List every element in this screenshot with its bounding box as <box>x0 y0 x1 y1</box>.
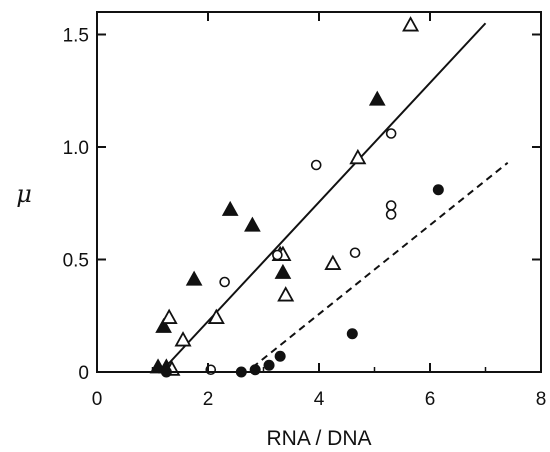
filled-triangle-point <box>221 200 239 216</box>
open-circle-point <box>219 276 230 288</box>
tick-labels: 0 2 4 6 8 0 0.5 1.0 1.5 <box>63 26 547 411</box>
open-circle-point <box>272 249 283 261</box>
filled-triangle-point <box>368 90 386 106</box>
filled-circle-point <box>274 350 286 362</box>
filled-triangle-point <box>244 216 261 232</box>
open-triangle-point <box>349 148 367 165</box>
x-tick-label: 2 <box>203 389 214 410</box>
filled-circle-point <box>346 328 358 340</box>
filled-circle-point <box>432 184 444 196</box>
open-triangle-point <box>277 286 295 302</box>
open-circle-point <box>349 247 361 259</box>
open-circle-point <box>310 159 322 171</box>
open-triangle-point <box>160 308 178 324</box>
y-tick-label: 0 <box>78 363 89 384</box>
filled-triangle-point <box>155 317 172 333</box>
x-tick-label: 6 <box>425 389 436 410</box>
open-triangle-point <box>174 331 192 347</box>
filled-triangle-point <box>185 270 203 286</box>
x-tick-label: 4 <box>314 389 325 410</box>
fit-line-solid <box>160 22 487 373</box>
open-triangle-point <box>402 16 420 32</box>
data-markers <box>149 16 444 378</box>
open-triangle-point <box>207 308 225 324</box>
y-tick-label: 1.0 <box>63 138 89 159</box>
x-tick-label: 0 <box>92 389 103 410</box>
fit-line-dashed <box>251 161 509 369</box>
axis-ticks <box>96 12 542 373</box>
filled-circle-point <box>249 364 261 376</box>
x-axis-title: RNA / DNA <box>266 427 371 450</box>
y-tick-label: 0.5 <box>63 251 89 272</box>
open-circle-point <box>385 200 397 211</box>
x-tick-label: 8 <box>536 389 547 410</box>
open-circle-point <box>385 209 397 220</box>
filled-circle-point <box>263 359 275 371</box>
open-triangle-point <box>324 254 342 270</box>
y-tick-label: 1.5 <box>63 26 89 47</box>
y-axis-title: μ <box>16 180 32 208</box>
filled-triangle-point <box>274 263 292 279</box>
open-circle-point <box>385 128 397 139</box>
